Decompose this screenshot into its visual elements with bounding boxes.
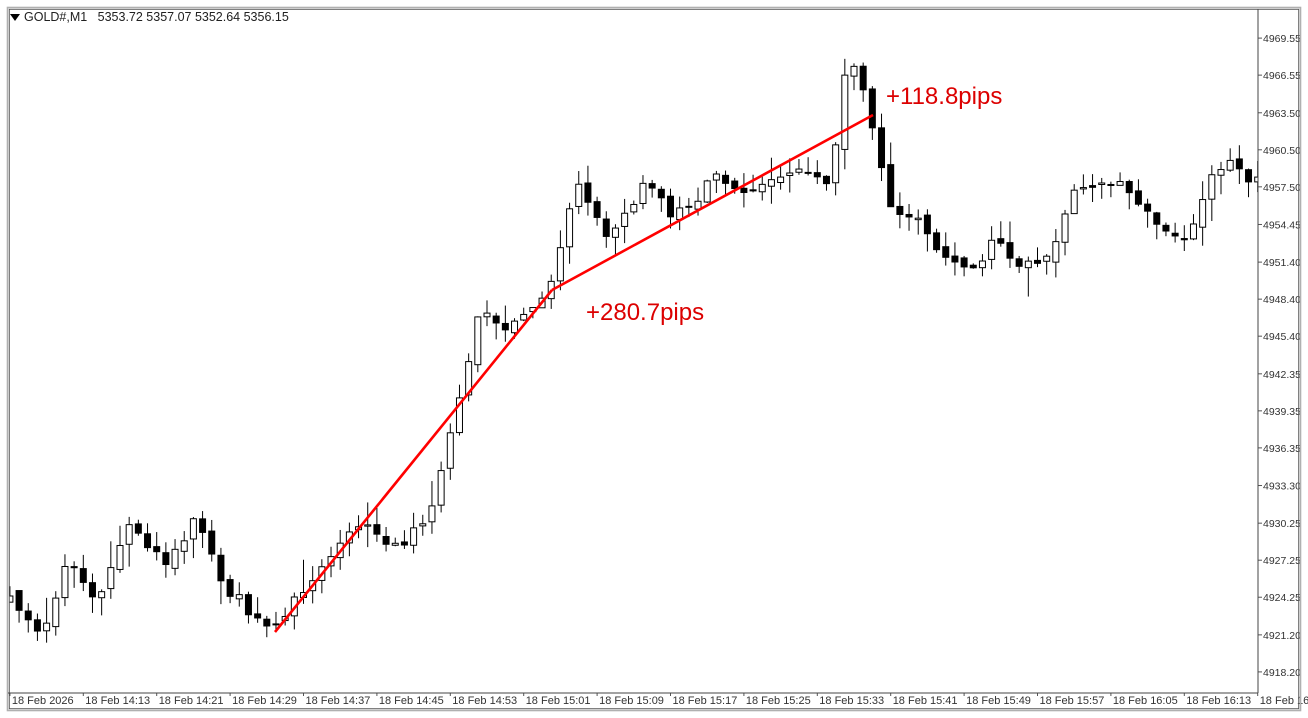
svg-text:18 Feb 14:13: 18 Feb 14:13 [85,695,150,707]
svg-text:4921.20: 4921.20 [1263,630,1301,642]
svg-text:18 Feb 15:41: 18 Feb 15:41 [893,695,958,707]
svg-text:4963.50: 4963.50 [1263,108,1301,120]
svg-text:18 Feb 14:53: 18 Feb 14:53 [452,695,517,707]
svg-text:4939.35: 4939.35 [1263,406,1301,418]
svg-text:18 Feb 14:21: 18 Feb 14:21 [159,695,224,707]
svg-text:4951.40: 4951.40 [1263,257,1301,269]
svg-text:+280.7pips: +280.7pips [586,299,704,326]
svg-text:18 Feb 15:01: 18 Feb 15:01 [526,695,591,707]
svg-text:4966.55: 4966.55 [1263,70,1301,82]
svg-text:18 Feb 15:33: 18 Feb 15:33 [819,695,884,707]
svg-text:18 Feb 14:37: 18 Feb 14:37 [306,695,371,707]
svg-text:4933.30: 4933.30 [1263,481,1301,493]
svg-text:18 Feb 15:25: 18 Feb 15:25 [746,695,811,707]
svg-text:4930.25: 4930.25 [1263,518,1301,530]
svg-text:18 Feb 16:05: 18 Feb 16:05 [1113,695,1178,707]
svg-text:4936.35: 4936.35 [1263,443,1301,455]
svg-text:4954.45: 4954.45 [1263,219,1301,231]
svg-text:4918.20: 4918.20 [1263,667,1301,679]
svg-text:18 Feb 14:45: 18 Feb 14:45 [379,695,444,707]
svg-text:4948.40: 4948.40 [1263,294,1301,306]
svg-text:18 Feb 14:29: 18 Feb 14:29 [232,695,297,707]
svg-text:+118.8pips: +118.8pips [886,83,1002,110]
svg-text:18 Feb 15:57: 18 Feb 15:57 [1040,695,1105,707]
svg-text:18 Feb 15:09: 18 Feb 15:09 [599,695,664,707]
svg-text:4927.25: 4927.25 [1263,555,1301,567]
svg-text:18 Feb 16:13: 18 Feb 16:13 [1186,695,1251,707]
svg-text:18 Feb 15:49: 18 Feb 15:49 [966,695,1031,707]
svg-text:GOLD#,M1 5353.72 5357.07 535: GOLD#,M1 5353.72 5357.07 5352.64 5356.15 [24,10,289,24]
svg-text:4957.50: 4957.50 [1263,182,1301,194]
svg-text:18 Feb 2026: 18 Feb 2026 [12,695,74,707]
svg-text:4945.40: 4945.40 [1263,331,1301,343]
svg-text:4924.25: 4924.25 [1263,592,1301,604]
svg-text:4960.50: 4960.50 [1263,145,1301,157]
svg-text:4969.55: 4969.55 [1263,33,1301,45]
svg-text:18 Feb 15:17: 18 Feb 15:17 [673,695,738,707]
svg-text:4942.35: 4942.35 [1263,369,1301,381]
